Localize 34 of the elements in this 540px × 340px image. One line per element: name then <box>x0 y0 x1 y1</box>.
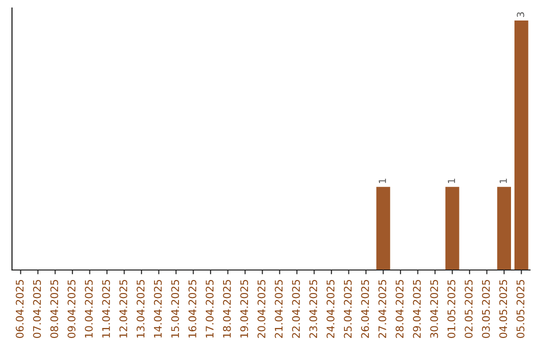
x-tick-label: 24.04.2025 <box>326 280 334 338</box>
data-label: 1 <box>448 178 455 183</box>
data-label: 1 <box>378 178 386 183</box>
x-tick-label: 14.04.2025 <box>154 280 162 338</box>
x-tick-label: 12.04.2025 <box>119 280 128 338</box>
x-tick-label: 27.04.2025 <box>378 280 386 338</box>
x-tick-label: 15.04.2025 <box>171 280 180 338</box>
x-tick-label: 26.04.2025 <box>361 280 369 338</box>
x-tick-label: 07.04.2025 <box>33 280 41 338</box>
x-tick-label: 02.05.2025 <box>464 280 473 338</box>
data-label: 1 <box>500 178 507 183</box>
x-tick-label: 30.04.2025 <box>430 280 438 338</box>
x-tick-label: 09.04.2025 <box>68 280 76 338</box>
x-tick-label: 18.04.2025 <box>222 280 231 338</box>
x-tick-label: 06.04.2025 <box>16 280 24 338</box>
x-tick-label: 16.04.2025 <box>188 280 196 338</box>
x-tick-label: 10.04.2025 <box>84 280 93 338</box>
data-label: 3 <box>516 12 524 17</box>
x-tick-label: 01.05.2025 <box>447 280 456 338</box>
x-tick-label: 11.04.2025 <box>102 280 110 338</box>
x-tick-label: 08.04.2025 <box>50 280 58 338</box>
x-tick-label: 17.04.2025 <box>206 280 214 338</box>
x-tick-label: 03.05.2025 <box>482 280 490 338</box>
x-tick-label: 28.04.2025 <box>396 280 404 338</box>
x-tick-label: 29.04.2025 <box>412 280 421 338</box>
x-tick-label: 05.05.2025 <box>516 280 524 338</box>
x-tick-label: 13.04.2025 <box>136 280 145 338</box>
x-tick-label: 21.04.2025 <box>274 280 283 338</box>
x-tick-label: 25.04.2025 <box>344 280 352 338</box>
x-tick-label: 23.04.2025 <box>309 280 318 338</box>
x-tick-label: 04.05.2025 <box>499 280 508 338</box>
x-tick-label: 20.04.2025 <box>258 280 266 338</box>
x-tick-label: 22.04.2025 <box>292 280 300 338</box>
x-tick-label: 19.04.2025 <box>240 280 248 338</box>
